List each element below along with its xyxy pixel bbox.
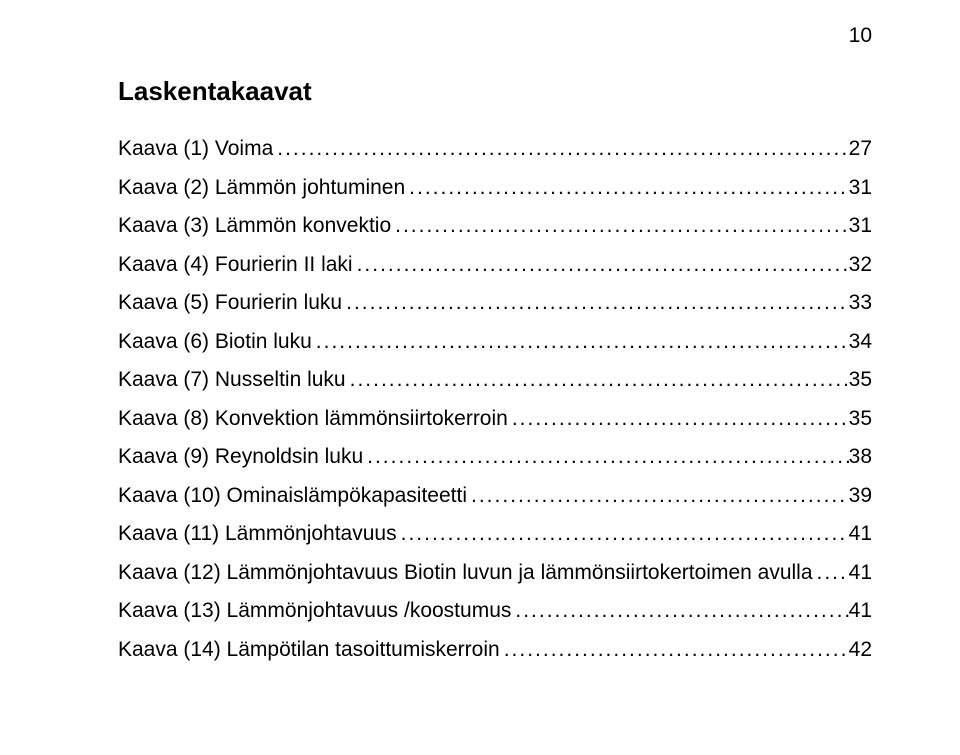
- toc-entry-page: 31: [849, 214, 872, 238]
- toc-entry-label: Kaava (11) Lämmönjohtavuus: [118, 522, 397, 546]
- toc-entry-page: 35: [849, 407, 872, 431]
- toc-leader-dots: ........................................…: [391, 214, 849, 238]
- toc-row: Kaava (5) Fourierin luku................…: [118, 291, 872, 315]
- toc-entry-label: Kaava (12) Lämmönjohtavuus Biotin luvun …: [118, 561, 813, 585]
- toc-leader-dots: ........................................…: [312, 330, 849, 354]
- toc-entry-label: Kaava (6) Biotin luku: [118, 330, 312, 354]
- toc-entry-label: Kaava (1) Voima: [118, 137, 273, 161]
- toc-entry-page: 32: [849, 253, 872, 277]
- toc-entry-page: 35: [849, 368, 872, 392]
- toc-entry-page: 41: [849, 599, 872, 623]
- toc-entry-label: Kaava (13) Lämmönjohtavuus /koostumus: [118, 599, 511, 623]
- toc-entry-page: 42: [849, 638, 872, 662]
- toc-entry-label: Kaava (2) Lämmön johtuminen: [118, 176, 405, 200]
- section-heading: Laskentakaavat: [118, 76, 872, 107]
- toc-leader-dots: ........................................…: [363, 445, 849, 469]
- toc-entry-page: 39: [849, 484, 872, 508]
- toc-leader-dots: ........................................…: [500, 638, 849, 662]
- toc-leader-dots: ........................................…: [813, 561, 849, 585]
- toc-row: Kaava (4) Fourierin II laki.............…: [118, 253, 872, 277]
- toc-entry-label: Kaava (10) Ominaislämpökapasiteetti: [118, 484, 467, 508]
- toc-entry-page: 41: [849, 561, 872, 585]
- toc-row: Kaava (10) Ominaislämpökapasiteetti.....…: [118, 484, 872, 508]
- toc-entry-page: 34: [849, 330, 872, 354]
- toc-entry-page: 33: [849, 291, 872, 315]
- toc-row: Kaava (13) Lämmönjohtavuus /koostumus...…: [118, 599, 872, 623]
- toc-entry-page: 41: [849, 522, 872, 546]
- toc-row: Kaava (7) Nusseltin luku................…: [118, 368, 872, 392]
- toc-entry-label: Kaava (8) Konvektion lämmönsiirtokerroin: [118, 407, 508, 431]
- toc-entry-label: Kaava (3) Lämmön konvektio: [118, 214, 391, 238]
- toc-leader-dots: ........................................…: [511, 599, 848, 623]
- toc-entry-label: Kaava (9) Reynoldsin luku: [118, 445, 363, 469]
- toc-entry-label: Kaava (4) Fourierin II laki: [118, 253, 353, 277]
- toc-leader-dots: ........................................…: [508, 407, 849, 431]
- toc-row: Kaava (2) Lämmön johtuminen.............…: [118, 176, 872, 200]
- table-of-contents: Kaava (1) Voima.........................…: [118, 137, 872, 662]
- toc-row: Kaava (12) Lämmönjohtavuus Biotin luvun …: [118, 561, 872, 585]
- toc-leader-dots: ........................................…: [273, 137, 848, 161]
- toc-row: Kaava (6) Biotin luku...................…: [118, 330, 872, 354]
- page-container: 10 Laskentakaavat Kaava (1) Voima.......…: [0, 0, 960, 755]
- toc-entry-label: Kaava (5) Fourierin luku: [118, 291, 342, 315]
- toc-row: Kaava (9) Reynoldsin luku...............…: [118, 445, 872, 469]
- toc-entry-page: 27: [849, 137, 872, 161]
- toc-row: Kaava (8) Konvektion lämmönsiirtokerroin…: [118, 407, 872, 431]
- toc-leader-dots: ........................................…: [405, 176, 848, 200]
- toc-entry-page: 31: [849, 176, 872, 200]
- toc-entry-label: Kaava (14) Lämpötilan tasoittumiskerroin: [118, 638, 500, 662]
- toc-leader-dots: ........................................…: [346, 368, 849, 392]
- toc-leader-dots: ........................................…: [353, 253, 849, 277]
- toc-row: Kaava (3) Lämmön konvektio..............…: [118, 214, 872, 238]
- toc-leader-dots: ........................................…: [397, 522, 849, 546]
- toc-leader-dots: ........................................…: [467, 484, 849, 508]
- toc-entry-page: 38: [849, 445, 872, 469]
- toc-leader-dots: ........................................…: [342, 291, 849, 315]
- toc-row: Kaava (11) Lämmönjohtavuus..............…: [118, 522, 872, 546]
- toc-row: Kaava (14) Lämpötilan tasoittumiskerroin…: [118, 638, 872, 662]
- page-number: 10: [849, 24, 872, 48]
- toc-row: Kaava (1) Voima.........................…: [118, 137, 872, 161]
- toc-entry-label: Kaava (7) Nusseltin luku: [118, 368, 346, 392]
